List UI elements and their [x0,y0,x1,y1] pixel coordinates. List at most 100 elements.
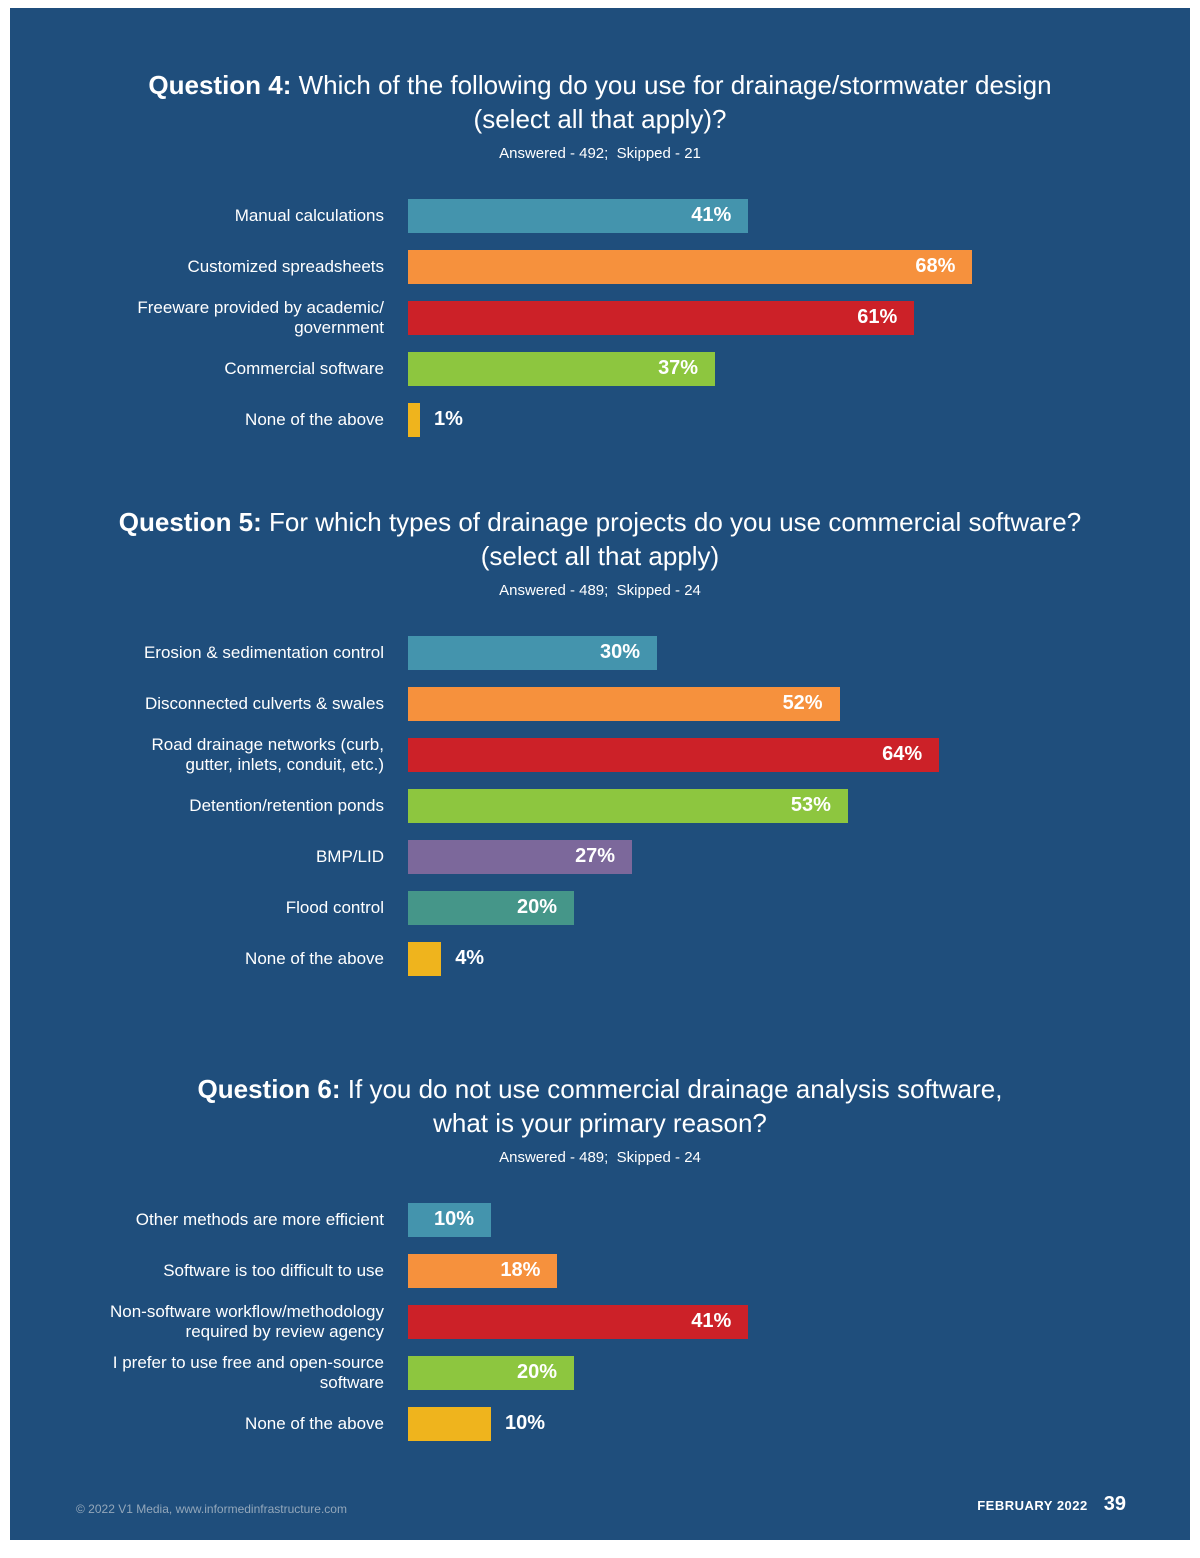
bar-track: 10% [408,1406,1150,1441]
bar-value-label: 1% [434,408,463,430]
bar-track: 41% [408,1304,1150,1339]
bar: 18% [408,1253,558,1288]
bar-chart-q5: Erosion & sedimentation control 30% Discon… [10,627,1190,984]
bar-category-label: Detention/retention ponds [189,795,384,815]
bar-track: 64% [408,737,1150,772]
bar-row: Other methods are more efficient 10% [88,1194,1150,1245]
bar-category-label: Manual calculations [234,205,384,225]
bar-category-label: Commercial software [224,358,384,378]
bar-track: 1% [408,402,1150,437]
bar: 10% [408,1202,491,1237]
bar-track: 27% [408,839,1150,874]
bar-row: Disconnected culverts & swales 52% [88,678,1150,729]
question-subtitle: Answered - 492; Skipped - 21 [499,145,701,162]
bar [408,402,420,437]
bar: 53% [408,788,848,823]
bar-row: Customized spreadsheets 68% [88,241,1150,292]
bar: 27% [408,839,633,874]
bar-category-label: None of the above [245,1413,384,1433]
question-number: Question 4: [148,70,292,100]
bar-row: Software is too difficult to use 18% [88,1245,1150,1296]
bar-value-label: 18% [500,1259,541,1281]
bar-row: Erosion & sedimentation control 30% [88,627,1150,678]
bar-category-label: Software is too difficult to use [163,1260,384,1280]
bar-row: None of the above 1% [88,394,1150,445]
issue-date: FEBRUARY 2022 [977,1498,1088,1513]
bar-chart-q4: Manual calculations 41% Customized spreads… [10,190,1190,445]
bar-row: Manual calculations 41% [88,190,1150,241]
question-title: Question 6: If you do not use commercial… [110,1072,1090,1140]
bar-value-label: 61% [857,306,898,328]
bar-row: None of the above 4% [88,933,1150,984]
copyright-text: © 2022 V1 Media, www.informedinfrastruct… [76,1502,347,1516]
bar-value-label: 20% [516,1361,557,1383]
bar-value-label: 27% [575,845,616,867]
page-number: 39 [1103,1493,1126,1515]
bar: 20% [408,1355,574,1390]
bar-value-label: 68% [915,255,956,277]
bar-category-label: None of the above [245,409,384,429]
bar [408,941,442,976]
bar-track: 4% [408,941,1150,976]
bar-track: 20% [408,890,1150,925]
question-text: Which of the following do you use for dr… [298,70,1052,134]
page-footer: © 2022 V1 Media, www.informedinfrastruct… [10,1463,1190,1516]
bar-value-label: 64% [882,743,923,765]
bar-category-label: Flood control [285,897,384,917]
bar-row: Commercial software 37% [88,343,1150,394]
bar: 68% [408,249,973,284]
bar: 30% [408,635,657,670]
bar: 37% [408,351,716,386]
bar-category-label: Other methods are more efficient [135,1209,384,1229]
bar-row: Freeware provided by academic/ governmen… [88,292,1150,343]
survey-results-panel: Question 4: Which of the following do yo… [10,8,1190,1540]
bar [408,1406,491,1441]
bar-row: Detention/retention ponds 53% [88,780,1150,831]
bar-value-label: 37% [658,357,699,379]
bar-row: None of the above 10% [88,1398,1150,1449]
bar-category-label: None of the above [245,948,384,968]
bar-chart-q6: Other methods are more efficient 10% Softw… [10,1194,1190,1449]
bar-value-label: 20% [516,896,557,918]
bar-track: 61% [408,300,1150,335]
question-number: Question 5: [118,507,262,537]
bar-value-label: 10% [433,1208,474,1230]
footer-issue-block: FEBRUARY 2022 39 [977,1493,1126,1516]
bar-track: 37% [408,351,1150,386]
bar: 61% [408,300,915,335]
question-title: Question 5: For which types of drainage … [110,505,1090,573]
bar-row: Non-software workflow/methodology requir… [88,1296,1150,1347]
bar-row: Road drainage networks (curb, gutter, in… [88,729,1150,780]
bar-track: 30% [408,635,1150,670]
bar-category-label: Non-software workflow/methodology requir… [109,1301,384,1341]
bar-row: I prefer to use free and open-source sof… [88,1347,1150,1398]
bar-category-label: Freeware provided by academic/ governmen… [137,297,384,337]
bar-row: Flood control 20% [88,882,1150,933]
bar: 41% [408,1304,749,1339]
bar: 64% [408,737,940,772]
bar-track: 68% [408,249,1150,284]
bar-track: 41% [408,198,1150,233]
bar-track: 53% [408,788,1150,823]
question-6-section: Question 6: If you do not use commercial… [10,1072,1190,1449]
bar-category-label: I prefer to use free and open-source sof… [112,1352,384,1392]
bar-value-label: 53% [790,794,831,816]
question-text: For which types of drainage projects do … [269,507,1082,571]
question-number: Question 6: [197,1074,341,1104]
bar-value-label: 41% [691,204,732,226]
question-5-section: Question 5: For which types of drainage … [10,505,1190,984]
bar-value-label: 10% [505,1412,546,1434]
bar-category-label: BMP/LID [315,846,384,866]
bar-category-label: Erosion & sedimentation control [143,642,384,662]
question-4-section: Question 4: Which of the following do yo… [10,68,1190,445]
question-title: Question 4: Which of the following do yo… [110,68,1090,136]
bar-value-label: 41% [691,1310,732,1332]
bar-row: BMP/LID 27% [88,831,1150,882]
bar-value-label: 30% [599,641,640,663]
question-text: If you do not use commercial drainage an… [347,1074,1003,1138]
bar-category-label: Road drainage networks (curb, gutter, in… [151,734,384,774]
bar: 52% [408,686,840,721]
bar-track: 52% [408,686,1150,721]
bar-value-label: 52% [782,692,823,714]
